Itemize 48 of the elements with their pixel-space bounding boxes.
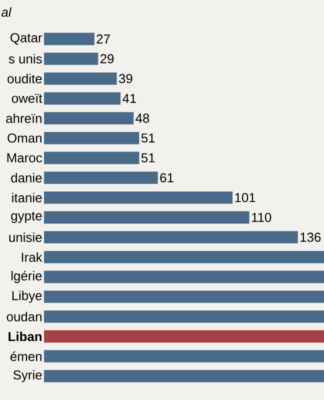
data-label: 136: [300, 232, 321, 242]
y-tick-label: Syrie: [13, 370, 42, 382]
data-label: 27: [96, 34, 110, 44]
bar: [44, 112, 134, 124]
y-tick-label: unisie: [9, 232, 42, 242]
y-tick-label: Qatar: [10, 33, 42, 45]
y-tick-label: oweït: [12, 94, 42, 103]
data-label: 41: [122, 94, 136, 103]
bar: [44, 152, 140, 164]
bar: [44, 72, 117, 85]
bar: [44, 132, 140, 144]
chart-title: al: [1, 7, 12, 17]
bar: [44, 250, 324, 264]
bar: [44, 231, 298, 244]
data-label: 51: [141, 153, 155, 162]
bar: [44, 310, 324, 323]
y-tick-label: itanie: [12, 192, 42, 202]
bar: [44, 290, 324, 303]
data-label: 51: [141, 134, 155, 143]
data-label: 39: [118, 74, 132, 84]
bar: [44, 270, 324, 284]
data-label: 110: [252, 212, 272, 222]
y-tick-label: gypte: [11, 212, 42, 223]
y-tick-label: lgérie: [12, 270, 42, 284]
y-tick-label: s unis: [8, 54, 42, 64]
data-label: 29: [100, 54, 114, 64]
y-tick-label: Liban: [8, 332, 42, 342]
y-tick-label: émen: [10, 351, 42, 362]
bar: [44, 52, 98, 65]
y-tick-label: oudite: [8, 74, 42, 84]
data-label: 101: [235, 193, 256, 202]
y-tick-label: Libye: [12, 290, 42, 303]
y-tick-label: Maroc: [7, 153, 42, 162]
bar: [44, 370, 324, 382]
y-tick-label: ahreïn: [6, 113, 42, 124]
y-tick-label: oudan: [6, 312, 42, 322]
y-tick-label: Irak: [22, 252, 42, 262]
data-label: 61: [160, 173, 174, 182]
data-label: 48: [136, 114, 150, 123]
bar: [44, 350, 324, 362]
y-tick-label: danie: [11, 172, 42, 183]
bar: [44, 32, 94, 46]
bar: [44, 330, 324, 343]
y-tick-label: Oman: [8, 133, 42, 143]
bar: [44, 191, 233, 204]
bar: [44, 211, 250, 224]
bar: [44, 92, 121, 105]
bar: [44, 172, 158, 184]
